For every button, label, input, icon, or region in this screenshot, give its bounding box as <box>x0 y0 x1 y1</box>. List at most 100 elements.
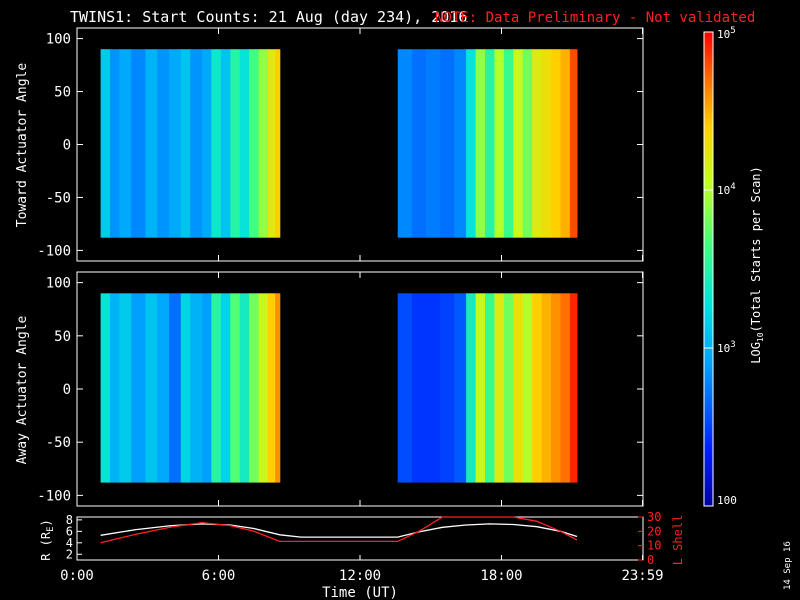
heatmap-column <box>119 49 132 238</box>
heatmap-column <box>532 49 543 238</box>
away-ytick-label: -50 <box>46 435 71 451</box>
heatmap-column <box>503 293 514 483</box>
orbit-ytick-left: 8 <box>66 513 73 527</box>
heatmap-column <box>145 49 158 238</box>
heatmap-column <box>541 293 552 483</box>
heatmap-column <box>411 49 427 238</box>
heatmap-column <box>220 293 231 483</box>
heatmap-column <box>440 49 455 238</box>
heatmap-column <box>230 49 241 238</box>
heatmap-column <box>551 49 561 238</box>
plot-title: TWINS1: Start Counts: 21 Aug (day 234), … <box>70 8 467 26</box>
heatmap-column <box>169 293 182 483</box>
heatmap-column <box>239 49 250 238</box>
heatmap-column <box>466 293 476 483</box>
heatmap-column <box>239 293 250 483</box>
heatmap-column <box>485 49 495 238</box>
heatmap-column <box>513 49 524 238</box>
heatmap-column <box>145 293 158 483</box>
heatmap-column <box>258 49 269 238</box>
colorbar-ticks: 105 104 103 100 <box>704 26 737 507</box>
heatmap-column <box>569 293 578 483</box>
heatmap-column <box>397 293 413 483</box>
heatmap-column <box>190 293 203 483</box>
orbit-lines <box>100 516 578 544</box>
heatmap-column <box>275 49 281 238</box>
time-xtick-label: 6:00 <box>202 568 236 584</box>
heatmap-column <box>494 49 505 238</box>
heatmap-column <box>275 293 281 483</box>
date-stamp: 14 Sep 16 <box>783 541 793 590</box>
heatmap-column <box>211 49 222 238</box>
heatmap-column <box>110 293 120 483</box>
heatmap-column <box>258 293 269 483</box>
heatmap-column <box>426 49 441 238</box>
toward-heatmap <box>100 49 578 238</box>
heatmap-column <box>397 49 413 238</box>
heatmap-column <box>485 293 495 483</box>
heatmap-column <box>454 293 467 483</box>
toward-ytick-label: 0 <box>63 138 71 154</box>
colorbar <box>703 31 714 507</box>
time-xtick-label: 0:00 <box>60 568 94 584</box>
colorbar-label: LOG10(Total Starts per Scan) <box>749 166 765 364</box>
lshell-line <box>100 516 578 544</box>
heatmap-column <box>411 293 427 483</box>
orbit-ytick-right: 10 <box>647 539 661 553</box>
colorbar-tick-label: 103 <box>717 340 736 355</box>
toward-ytick-label: -50 <box>46 190 71 206</box>
heatmap-column <box>180 49 191 238</box>
heatmap-column <box>131 49 146 238</box>
heatmap-column <box>131 293 146 483</box>
time-xtick-label: 12:00 <box>339 568 381 584</box>
heatmap-column <box>268 293 276 483</box>
orbit-ytick-right: 0 <box>647 553 654 567</box>
heatmap-column <box>522 293 533 483</box>
orbit-ytick-left: 2 <box>66 547 73 561</box>
colorbar-tick-label: 100 <box>717 494 737 507</box>
orbit-ytick-right: 20 <box>647 524 661 538</box>
heatmap-column <box>532 293 543 483</box>
toward-ytick-label: -100 <box>37 243 71 259</box>
colorbar-tick-label: 104 <box>717 182 736 197</box>
orbit-ytick-right: 30 <box>647 510 661 524</box>
heatmap-column <box>180 293 191 483</box>
heatmap-column <box>230 293 241 483</box>
away-ytick-label: -100 <box>37 488 71 504</box>
heatmap-column <box>560 293 571 483</box>
toward-ylabel: Toward Actuator Angle <box>15 63 30 228</box>
away-ytick-label: 50 <box>54 329 71 345</box>
heatmap-column <box>268 49 276 238</box>
heatmap-column <box>249 293 260 483</box>
heatmap-column <box>494 293 505 483</box>
heatmap-column <box>157 293 170 483</box>
heatmap-column <box>202 49 212 238</box>
heatmap-column <box>475 49 486 238</box>
orbit-panel-frame <box>76 516 644 561</box>
heatmap-column <box>513 293 524 483</box>
away-heatmap <box>100 293 578 483</box>
heatmap-column <box>211 293 222 483</box>
heatmap-column <box>100 293 111 483</box>
heatmap-column <box>426 293 441 483</box>
orbit-ylabel-right: L Shell <box>671 515 685 566</box>
heatmap-column <box>100 49 111 238</box>
heatmap-column <box>503 49 514 238</box>
heatmap-column <box>220 49 231 238</box>
toward-ytick-label: 100 <box>46 32 71 48</box>
heatmap-column <box>119 293 132 483</box>
heatmap-column <box>249 49 260 238</box>
axes: 100500-50-100100500-50-100246801020300:0… <box>37 28 664 584</box>
toward-ytick-label: 50 <box>54 85 71 101</box>
heatmap-column <box>466 49 476 238</box>
heatmap-column <box>475 293 486 483</box>
away-ytick-label: 100 <box>46 276 71 292</box>
heatmap-column <box>157 49 170 238</box>
colorbar-tick-label: 105 <box>717 26 736 41</box>
heatmap-column <box>560 49 571 238</box>
heatmap-column <box>569 49 578 238</box>
heatmap-column <box>551 293 561 483</box>
orbit-ytick-left: 4 <box>66 536 73 550</box>
radius-line <box>100 523 578 538</box>
